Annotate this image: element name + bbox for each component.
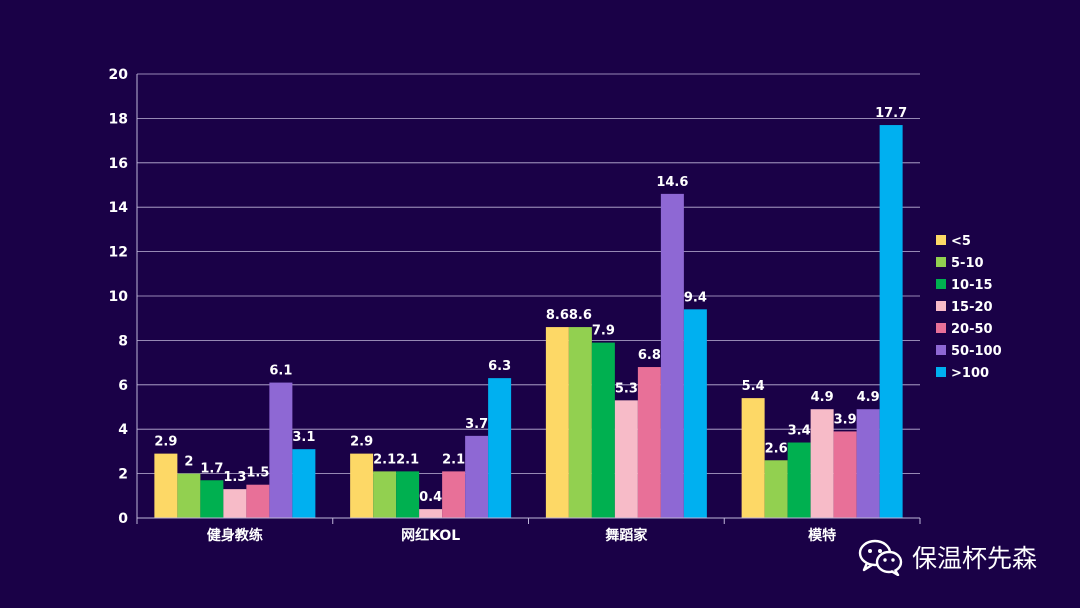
category-label: 健身教练	[207, 527, 263, 544]
legend-label: 50-100	[951, 344, 1002, 359]
bar	[246, 484, 270, 518]
bar	[396, 471, 420, 518]
x-axis: 健身教练 网红KOL 舞蹈家 模特	[136, 517, 921, 544]
legend-label: 20-50	[951, 322, 993, 337]
category-label: 舞蹈家	[605, 527, 648, 544]
data-label: 1.7	[200, 461, 223, 476]
bar	[568, 327, 592, 518]
legend-swatch	[936, 367, 946, 377]
bar	[350, 453, 374, 518]
bar	[591, 342, 615, 518]
bar	[614, 400, 638, 518]
data-label: 4.9	[811, 390, 834, 405]
bar	[419, 509, 443, 518]
y-tick-label: 0	[118, 511, 128, 527]
data-label: 3.9	[834, 412, 857, 427]
bar	[465, 435, 489, 518]
y-tick-label: 8	[118, 333, 128, 349]
y-tick-label: 6	[118, 378, 128, 394]
data-label: 8.6	[569, 308, 592, 323]
data-label: 6.3	[488, 359, 511, 374]
data-label: 8.6	[546, 308, 569, 323]
data-label: 14.6	[656, 175, 688, 190]
data-label: 3.7	[465, 417, 488, 432]
data-label: 3.4	[788, 424, 811, 439]
bar	[154, 453, 178, 518]
data-label: 17.7	[875, 106, 907, 121]
data-label: 9.4	[684, 290, 707, 305]
data-label: 6.1	[269, 364, 292, 379]
data-label: 0.4	[419, 490, 442, 505]
data-label: 6.8	[638, 348, 661, 363]
y-tick-label: 16	[109, 156, 128, 172]
data-label: 2.1	[442, 452, 465, 467]
legend-label: <5	[951, 234, 971, 249]
bar-series: 2.92 1.71.3 1.56.13.1 2.92.1 2.10.42.13.76.3…	[154, 106, 907, 518]
data-label: 1.3	[223, 470, 246, 485]
y-tick-label: 14	[109, 200, 129, 216]
data-label: 2	[184, 455, 193, 470]
bar	[177, 473, 201, 518]
legend-swatch	[936, 257, 946, 267]
data-label: 2.6	[765, 441, 788, 456]
y-tick-label: 18	[109, 111, 128, 127]
watermark-text: 保温杯先森	[912, 544, 1038, 573]
y-tick-label: 10	[109, 289, 129, 305]
bar	[223, 489, 247, 518]
legend-swatch	[936, 323, 946, 333]
y-axis: 0 2 4 6 8 10 12 14 16 18 20	[109, 67, 138, 527]
data-label: 2.1	[396, 452, 419, 467]
bar	[856, 409, 880, 518]
bar	[741, 398, 765, 518]
legend-swatch	[936, 345, 946, 355]
data-label: 7.9	[592, 324, 615, 339]
bar	[637, 367, 661, 518]
bar	[683, 309, 707, 518]
wechat-icon	[858, 539, 903, 576]
legend-label: 5-10	[951, 256, 984, 271]
gridlines	[137, 73, 920, 475]
y-tick-label: 2	[118, 467, 128, 483]
bar	[787, 442, 811, 518]
bar	[269, 382, 293, 518]
category-label: 网红KOL	[401, 527, 460, 544]
legend-label: 10-15	[951, 278, 993, 293]
bar	[292, 449, 316, 518]
bar	[442, 471, 466, 518]
data-label: 5.3	[615, 381, 638, 396]
bar	[879, 125, 903, 518]
y-tick-label: 12	[109, 245, 128, 261]
legend-swatch	[936, 301, 946, 311]
legend-label: >100	[951, 366, 989, 381]
data-label: 3.1	[292, 430, 315, 445]
legend-swatch	[936, 235, 946, 245]
data-label: 2.9	[154, 435, 177, 450]
category-label: 模特	[808, 527, 836, 544]
bar	[488, 378, 512, 518]
y-tick-label: 20	[109, 67, 129, 83]
legend: <5 5-10 10-15 15-20 20-50 50-100 >100	[936, 234, 1002, 381]
legend-swatch	[936, 279, 946, 289]
bar	[810, 409, 834, 518]
bar	[833, 431, 857, 518]
data-label: 4.9	[857, 390, 880, 405]
bar	[373, 471, 397, 518]
legend-label: 15-20	[951, 300, 993, 315]
data-label: 5.4	[742, 379, 765, 394]
bar	[200, 480, 224, 518]
bar	[764, 460, 788, 518]
data-label: 2.1	[373, 452, 396, 467]
watermark: 保温杯先森	[858, 538, 1037, 576]
data-label: 1.5	[246, 466, 269, 481]
y-tick-label: 4	[118, 422, 128, 438]
bar	[660, 193, 684, 518]
bar	[545, 327, 569, 518]
data-label: 2.9	[350, 435, 373, 450]
